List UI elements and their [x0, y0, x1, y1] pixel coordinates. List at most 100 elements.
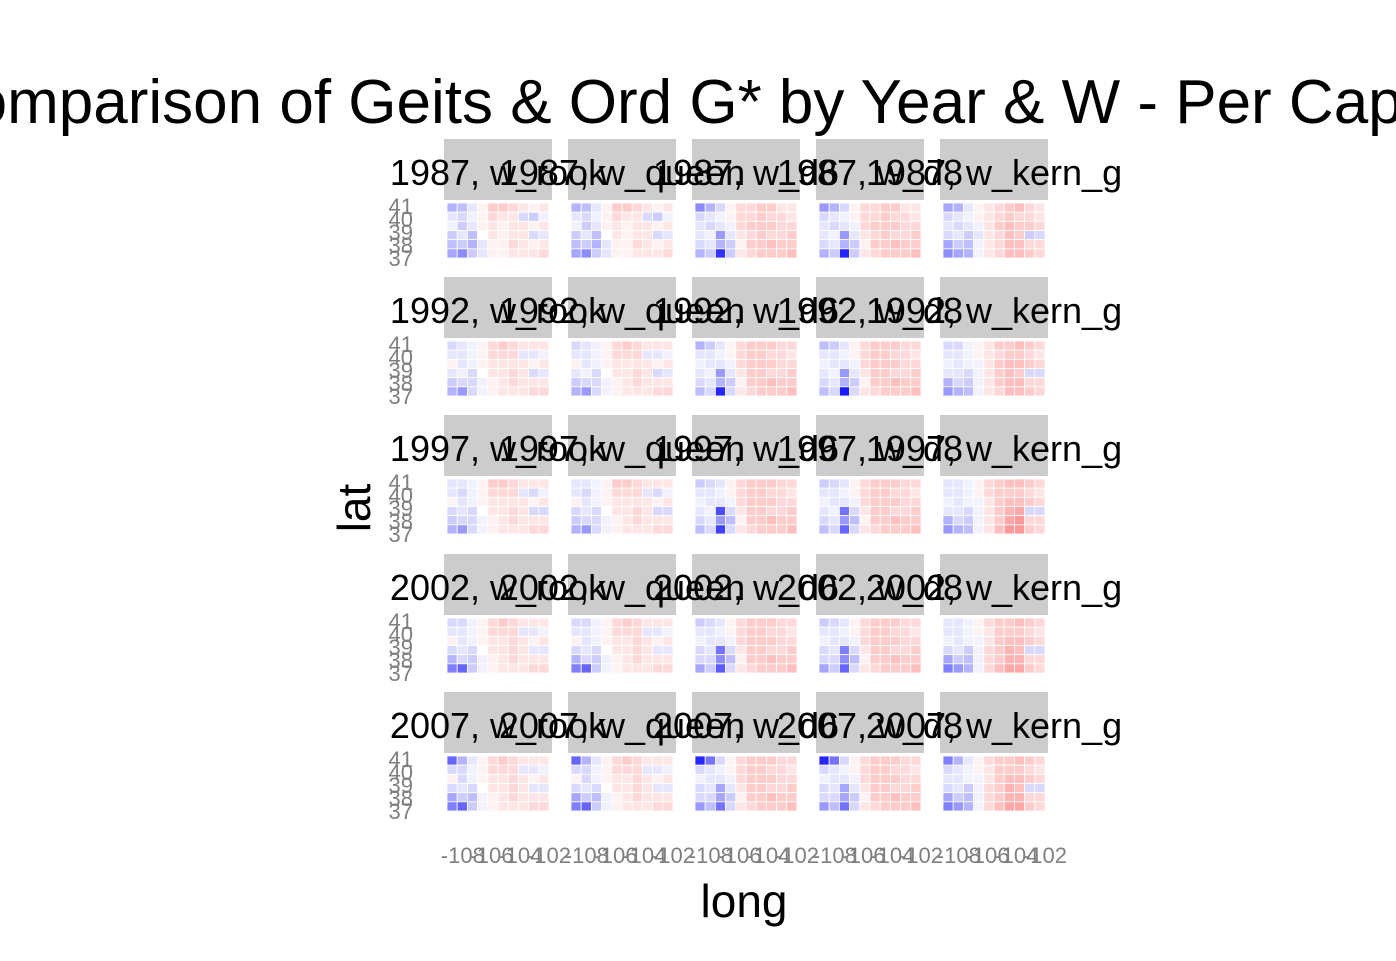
county-tile	[963, 524, 975, 535]
county-tile	[755, 377, 767, 388]
county-tile	[890, 487, 902, 498]
county-tile	[1003, 773, 1015, 784]
county-tile	[755, 626, 767, 637]
county-tile	[601, 386, 613, 397]
y-tick-label: 40	[389, 622, 413, 647]
county-tile	[766, 220, 778, 231]
county-tile	[1014, 515, 1026, 526]
county-tile	[725, 377, 737, 388]
county-tile	[942, 220, 954, 231]
county-tile	[652, 377, 664, 388]
county-tile	[621, 764, 633, 775]
county-tile	[859, 783, 871, 794]
county-tile	[477, 626, 489, 637]
county-tile	[518, 239, 530, 250]
county-tile	[611, 792, 623, 803]
county-tile	[528, 801, 540, 812]
county-tile	[942, 230, 954, 241]
county-tile	[1014, 248, 1026, 259]
county-tile	[1034, 386, 1046, 397]
county-tile	[755, 230, 767, 241]
county-tile	[725, 386, 737, 397]
county-tile	[704, 368, 716, 379]
county-tile	[694, 801, 706, 812]
county-tile	[1024, 645, 1036, 656]
county-tile	[952, 248, 964, 259]
county-tile	[1024, 248, 1036, 259]
county-tile	[1014, 340, 1026, 351]
county-tile	[973, 248, 985, 259]
county-tile	[725, 773, 737, 784]
county-tile	[1003, 211, 1015, 222]
county-tile	[910, 645, 922, 656]
county-tile	[952, 663, 964, 674]
county-tile	[694, 230, 706, 241]
county-tile	[456, 211, 468, 222]
county-tile	[879, 349, 891, 360]
county-tile	[1034, 524, 1046, 535]
county-tile	[652, 792, 664, 803]
county-tile	[497, 386, 509, 397]
county-tile	[601, 801, 613, 812]
county-tile	[735, 524, 747, 535]
county-tile	[446, 654, 458, 665]
county-tile	[973, 764, 985, 775]
county-tile	[631, 515, 643, 526]
county-tile	[776, 764, 788, 775]
county-tile	[818, 478, 830, 489]
county-tile	[466, 524, 478, 535]
county-tile	[776, 626, 788, 637]
county-tile	[487, 368, 499, 379]
county-tile	[507, 663, 519, 674]
county-tile	[611, 377, 623, 388]
county-tile	[715, 645, 727, 656]
county-tile	[704, 773, 716, 784]
county-tile	[755, 515, 767, 526]
x-tick-label: -108	[937, 843, 981, 868]
county-tile	[570, 755, 582, 766]
county-tile	[839, 792, 851, 803]
county-tile	[538, 645, 550, 656]
y-tick-label: 39	[389, 635, 413, 660]
county-tile	[1014, 755, 1026, 766]
x-tick-label: -102	[1023, 843, 1067, 868]
county-tile	[621, 239, 633, 250]
county-tile	[570, 377, 582, 388]
county-tile	[570, 220, 582, 231]
county-tile	[642, 368, 654, 379]
facet-strip-label: 1987, w_d6	[653, 152, 839, 193]
county-tile	[993, 783, 1005, 794]
county-tile	[591, 220, 603, 231]
county-tile	[518, 230, 530, 241]
county-tile	[456, 248, 468, 259]
county-tile	[735, 377, 747, 388]
county-tile	[849, 211, 861, 222]
county-tile	[611, 230, 623, 241]
county-tile	[869, 773, 881, 784]
county-tile	[859, 220, 871, 231]
county-tile	[652, 773, 664, 784]
facet-strip	[692, 139, 800, 200]
county-tile	[446, 792, 458, 803]
county-tile	[828, 663, 840, 674]
x-tick-label: -108	[689, 843, 733, 868]
county-tile	[642, 487, 654, 498]
county-tile	[611, 239, 623, 250]
county-tile	[497, 377, 509, 388]
county-tile	[786, 515, 798, 526]
county-tile	[611, 801, 623, 812]
county-tile	[818, 524, 830, 535]
county-tile	[507, 386, 519, 397]
county-tile	[766, 663, 778, 674]
county-tile	[538, 377, 550, 388]
county-tile	[735, 506, 747, 517]
county-tile	[611, 524, 623, 535]
county-tile	[601, 524, 613, 535]
county-tile	[745, 211, 757, 222]
county-tile	[580, 755, 592, 766]
county-tile	[642, 358, 654, 369]
county-tile	[662, 230, 674, 241]
county-tile	[766, 349, 778, 360]
county-tile	[497, 515, 509, 526]
county-tile	[828, 340, 840, 351]
